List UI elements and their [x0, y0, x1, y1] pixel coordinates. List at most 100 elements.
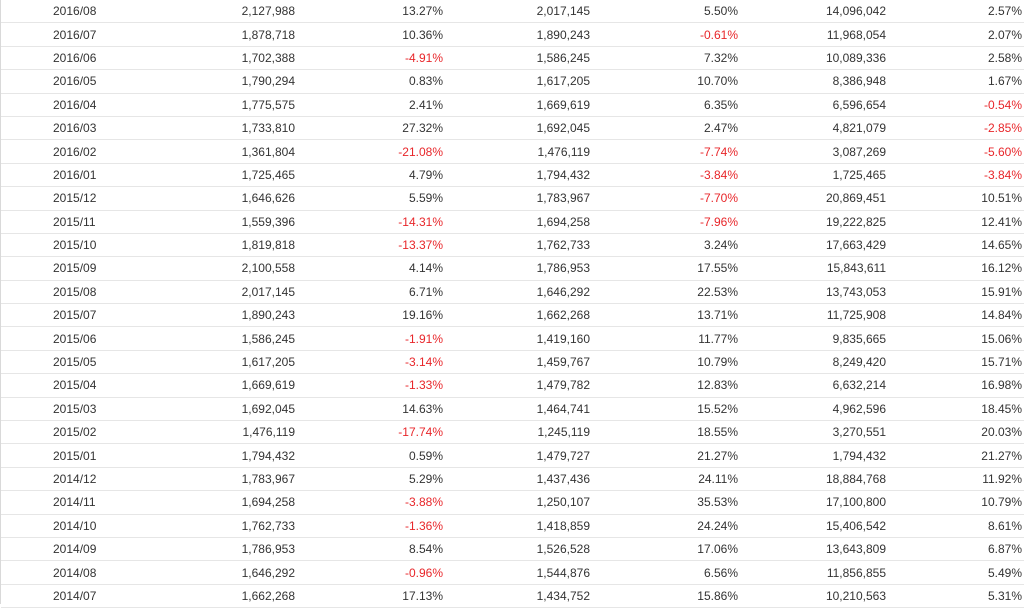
prior-year-value-cell: 1,250,107 — [443, 490, 590, 515]
monthly-change-cell: 4.79% — [295, 163, 443, 188]
cumulative-change-cell: 1.67% — [886, 69, 1024, 94]
monthly-change-cell: -14.31% — [295, 210, 443, 234]
monthly-value-cell: 1,783,967 — [164, 467, 295, 492]
yoy-change-cell: 10.79% — [590, 350, 738, 375]
table-row: 2015/12 1,646,626 5.59% 1,783,967 -7.70% 20,8… — [1, 186, 1024, 211]
cumulative-change-cell: -5.60% — [886, 139, 1024, 164]
monthly-change-cell: 5.59% — [295, 186, 443, 211]
prior-year-value-cell: 1,479,782 — [443, 373, 590, 398]
month-cell: 2014/10 — [1, 514, 165, 538]
monthly-value-cell: 1,733,810 — [164, 116, 295, 141]
prior-year-value-cell: 1,476,119 — [443, 139, 590, 164]
monthly-change-cell: -21.08% — [295, 139, 443, 164]
monthly-value-cell: 1,361,804 — [164, 139, 295, 164]
cumulative-change-cell: 14.65% — [886, 233, 1024, 258]
monthly-change-cell: -0.96% — [295, 560, 443, 585]
month-cell: 2016/04 — [1, 93, 165, 117]
month-cell: 2015/04 — [1, 373, 165, 398]
cumulative-change-cell: 10.51% — [886, 186, 1024, 211]
monthly-change-cell: 27.32% — [295, 116, 443, 141]
monthly-value-cell: 1,646,292 — [164, 560, 295, 585]
cumulative-change-cell: -3.84% — [886, 163, 1024, 188]
yoy-change-cell: 24.24% — [590, 514, 738, 538]
table-row: 2015/01 1,794,432 0.59% 1,479,727 21.27% 1,79… — [1, 443, 1024, 468]
monthly-change-cell: -3.88% — [295, 490, 443, 515]
prior-year-value-cell: 1,479,727 — [443, 443, 590, 468]
yoy-change-cell: 11.77% — [590, 326, 738, 351]
cumulative-value-cell: 9,835,665 — [738, 326, 886, 351]
monthly-change-cell: 13.27% — [295, 0, 443, 24]
table-row: 2015/10 1,819,818 -13.37% 1,762,733 3.24% 17,… — [1, 233, 1024, 258]
cumulative-change-cell: 10.79% — [886, 490, 1024, 515]
cumulative-change-cell: 8.61% — [886, 514, 1024, 538]
table-row: 2014/09 1,786,953 8.54% 1,526,528 17.06% 13,6… — [1, 537, 1024, 562]
monthly-change-cell: 4.14% — [295, 256, 443, 281]
yoy-change-cell: 22.53% — [590, 280, 738, 305]
cumulative-value-cell: 4,821,079 — [738, 116, 886, 141]
table-row: 2016/01 1,725,465 4.79% 1,794,432 -3.84% 1,72… — [1, 163, 1024, 188]
cumulative-value-cell: 14,096,042 — [738, 0, 886, 24]
yoy-change-cell: 5.50% — [590, 0, 738, 24]
cumulative-change-cell: 2.58% — [886, 46, 1024, 71]
table-row: 2014/07 1,662,268 17.13% 1,434,752 15.86% 10,… — [1, 584, 1024, 608]
month-cell: 2016/02 — [1, 139, 165, 164]
prior-year-value-cell: 1,794,432 — [443, 163, 590, 188]
month-cell: 2015/11 — [1, 210, 165, 234]
month-cell: 2015/09 — [1, 256, 165, 281]
table-row: 2015/05 1,617,205 -3.14% 1,459,767 10.79% 8,2… — [1, 350, 1024, 375]
yoy-change-cell: 3.24% — [590, 233, 738, 258]
prior-year-value-cell: 1,437,436 — [443, 467, 590, 492]
yoy-change-cell: 17.06% — [590, 537, 738, 562]
monthly-change-cell: -1.91% — [295, 326, 443, 351]
monthly-value-cell: 1,819,818 — [164, 233, 295, 258]
month-cell: 2015/02 — [1, 420, 165, 445]
cumulative-value-cell: 17,100,800 — [738, 490, 886, 515]
yoy-change-cell: -7.96% — [590, 210, 738, 234]
monthly-value-cell: 2,017,145 — [164, 280, 295, 305]
monthly-value-cell: 1,725,465 — [164, 163, 295, 188]
monthly-value-cell: 1,669,619 — [164, 373, 295, 398]
cumulative-value-cell: 20,869,451 — [738, 186, 886, 211]
monthly-change-cell: -13.37% — [295, 233, 443, 258]
cumulative-value-cell: 11,968,054 — [738, 22, 886, 47]
cumulative-value-cell: 3,087,269 — [738, 139, 886, 164]
month-cell: 2015/12 — [1, 186, 165, 211]
table-row: 2016/06 1,702,388 -4.91% 1,586,245 7.32% 10,0… — [1, 46, 1024, 71]
prior-year-value-cell: 1,669,619 — [443, 93, 590, 117]
table-row: 2015/06 1,586,245 -1.91% 1,419,160 11.77% 9,8… — [1, 326, 1024, 351]
cumulative-value-cell: 6,632,214 — [738, 373, 886, 398]
cumulative-value-cell: 15,406,542 — [738, 514, 886, 538]
cumulative-value-cell: 13,743,053 — [738, 280, 886, 305]
cumulative-change-cell: -0.54% — [886, 93, 1024, 117]
cumulative-value-cell: 10,089,336 — [738, 46, 886, 71]
yoy-change-cell: -7.74% — [590, 139, 738, 164]
cumulative-value-cell: 11,856,855 — [738, 560, 886, 585]
prior-year-value-cell: 1,526,528 — [443, 537, 590, 562]
monthly-value-cell: 2,100,558 — [164, 256, 295, 281]
cumulative-value-cell: 18,884,768 — [738, 467, 886, 492]
cumulative-change-cell: 2.57% — [886, 0, 1024, 24]
yoy-change-cell: 6.35% — [590, 93, 738, 117]
prior-year-value-cell: 1,692,045 — [443, 116, 590, 141]
monthly-value-cell: 1,762,733 — [164, 514, 295, 538]
prior-year-value-cell: 1,662,268 — [443, 303, 590, 328]
prior-year-value-cell: 1,464,741 — [443, 397, 590, 422]
cumulative-value-cell: 19,222,825 — [738, 210, 886, 234]
prior-year-value-cell: 1,245,119 — [443, 420, 590, 445]
yoy-change-cell: -7.70% — [590, 186, 738, 211]
prior-year-value-cell: 1,544,876 — [443, 560, 590, 585]
cumulative-change-cell: 16.98% — [886, 373, 1024, 398]
monthly-change-cell: 0.83% — [295, 69, 443, 94]
prior-year-value-cell: 1,434,752 — [443, 584, 590, 608]
table-row: 2014/08 1,646,292 -0.96% 1,544,876 6.56% 11,8… — [1, 560, 1024, 585]
prior-year-value-cell: 1,694,258 — [443, 210, 590, 234]
prior-year-value-cell: 1,459,767 — [443, 350, 590, 375]
prior-year-value-cell: 1,419,160 — [443, 326, 590, 351]
cumulative-change-cell: -2.85% — [886, 116, 1024, 141]
monthly-value-cell: 1,790,294 — [164, 69, 295, 94]
cumulative-value-cell: 1,794,432 — [738, 443, 886, 468]
yoy-change-cell: 17.55% — [590, 256, 738, 281]
